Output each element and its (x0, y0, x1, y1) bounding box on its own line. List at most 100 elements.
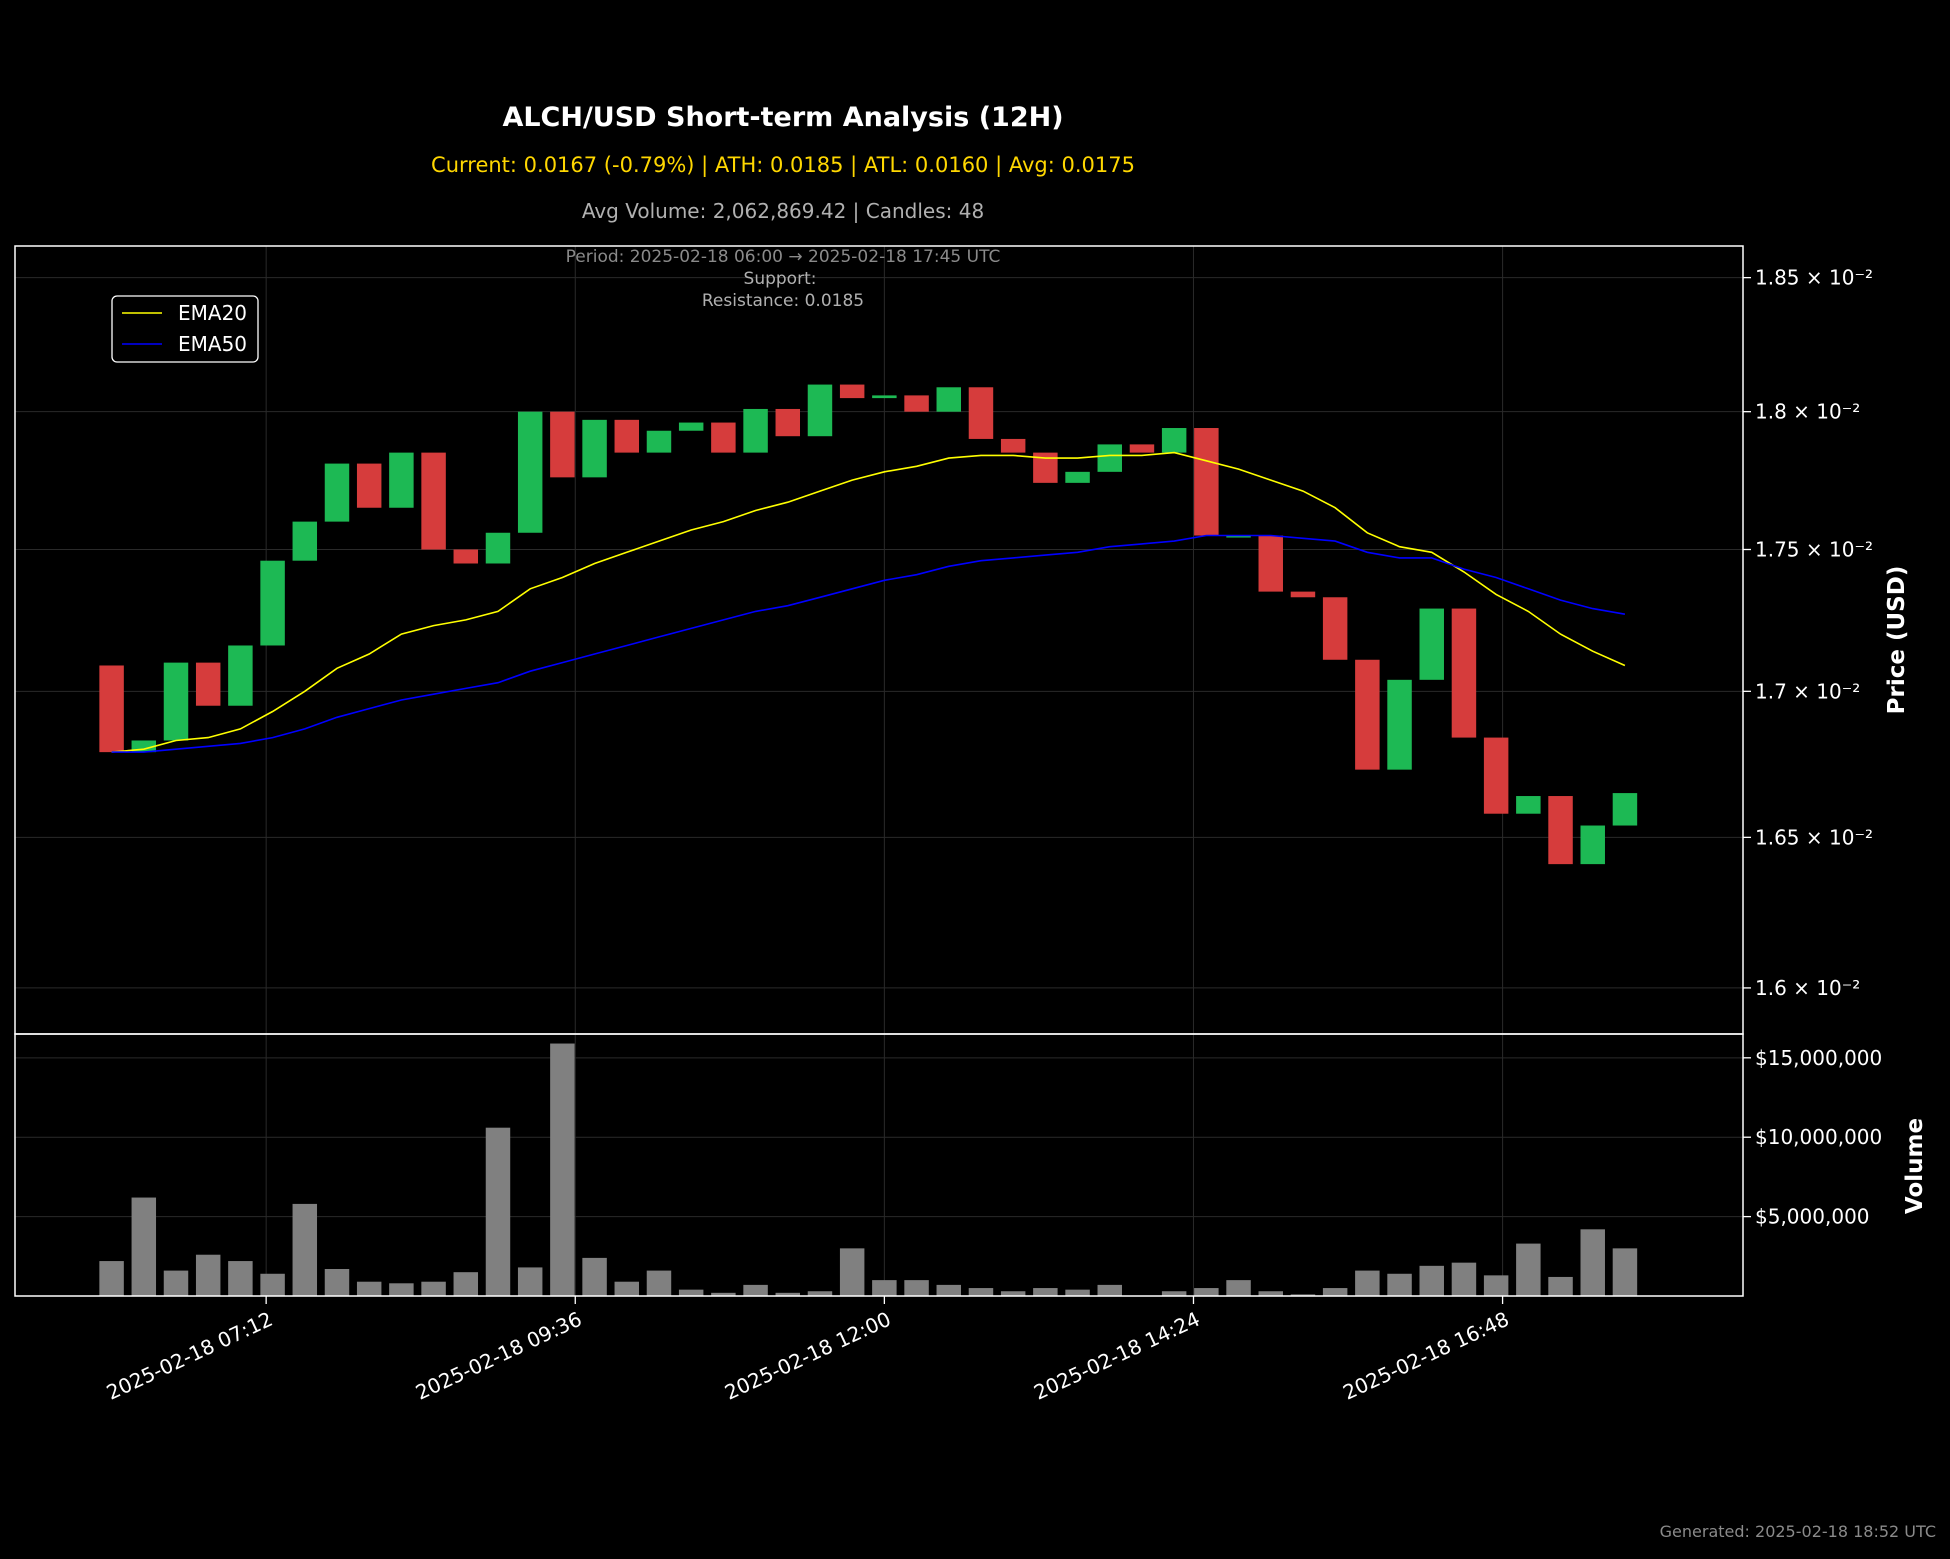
volume-bar-7 (324, 1269, 350, 1296)
volume-bar-41 (1419, 1265, 1444, 1296)
candle-24 (872, 395, 897, 399)
volume-bar-36 (1258, 1291, 1283, 1296)
volume-bar-1 (131, 1197, 157, 1296)
stats-line: Current: 0.0167 (-0.79%) | ATH: 0.0185 |… (431, 153, 1135, 178)
volume-ytick-label-2: $15,000,000 (1755, 1046, 1882, 1070)
support-annotation: Support: (744, 269, 817, 289)
volume-bar-43 (1483, 1275, 1509, 1296)
volume-bar-38 (1322, 1288, 1348, 1296)
candle-5 (260, 560, 285, 646)
volume-bar-20 (743, 1284, 768, 1296)
volume-summary-line: Avg Volume: 2,062,869.42 | Candles: 48 (582, 199, 984, 223)
candle-16 (614, 419, 640, 453)
candle-45 (1548, 796, 1573, 865)
candle-7 (324, 463, 350, 522)
chart-title: ALCH/USD Short-term Analysis (12H) (502, 102, 1063, 133)
price-axis-label: Price (USD) (1884, 566, 1910, 715)
candles (99, 384, 1638, 865)
volume-bar-12 (485, 1127, 511, 1296)
candle-1 (131, 740, 157, 753)
volume-bar-16 (614, 1281, 640, 1296)
volume-yticks: $5,000,000 $10,000,000 $15,000,000 (1743, 1046, 1882, 1229)
volume-panel-frame (14, 1033, 1744, 1297)
volume-bar-46 (1580, 1229, 1605, 1296)
volume-bars (99, 1043, 1638, 1296)
volume-bar-24 (872, 1280, 897, 1296)
candle-37 (1290, 591, 1316, 598)
legend-ema50-label: EMA50 (178, 332, 247, 356)
volume-bar-9 (389, 1283, 414, 1296)
volume-bar-27 (968, 1288, 994, 1296)
volume-bar-5 (260, 1273, 285, 1296)
volume-bar-35 (1226, 1280, 1251, 1296)
volume-bar-26 (936, 1284, 961, 1296)
volume-bar-15 (582, 1257, 607, 1296)
volume-bar-34 (1194, 1288, 1219, 1296)
volume-bar-21 (775, 1292, 801, 1296)
period-annotation: Period: 2025-02-18 06:00 → 2025-02-18 17… (566, 247, 1001, 267)
volume-bar-8 (356, 1281, 382, 1296)
ema50-line (111, 534, 1626, 753)
legend: EMA20 EMA50 (111, 295, 259, 363)
volume-ytick-label-1: $10,000,000 (1755, 1125, 1882, 1149)
price-ytick-label-5: 1.85 × 10⁻² (1755, 266, 1873, 290)
volume-bar-11 (453, 1272, 479, 1296)
candle-22 (807, 384, 833, 437)
volume-bar-22 (807, 1291, 833, 1296)
price-ytick-label-0: 1.6 × 10⁻² (1755, 976, 1860, 1000)
volume-bar-30 (1065, 1289, 1090, 1296)
volume-bar-10 (421, 1281, 446, 1296)
volume-bar-14 (550, 1043, 575, 1296)
candle-42 (1451, 608, 1477, 738)
candle-18 (678, 422, 704, 431)
volume-bar-23 (839, 1248, 865, 1296)
candle-20 (743, 408, 768, 453)
candle-2 (163, 662, 189, 741)
volume-bar-33 (1161, 1291, 1187, 1296)
volume-bar-42 (1451, 1262, 1477, 1296)
candle-3 (195, 662, 221, 706)
volume-bar-40 (1387, 1273, 1412, 1296)
candle-26 (936, 387, 961, 412)
candle-9 (389, 452, 414, 508)
price-ytick-label-3: 1.75 × 10⁻² (1755, 538, 1873, 562)
candle-28 (1000, 438, 1026, 453)
legend-ema20-label: EMA20 (178, 301, 247, 325)
ema20-line (111, 451, 1626, 753)
candle-39 (1355, 659, 1380, 770)
candle-23 (839, 384, 865, 399)
price-yticks: 1.6 × 10⁻² 1.65 × 10⁻² 1.7 × 10⁻² 1.75 × 10… (1743, 266, 1873, 1000)
candle-15 (582, 419, 607, 478)
volume-bar-28 (1000, 1291, 1026, 1296)
candle-44 (1516, 796, 1541, 814)
volume-bar-47 (1612, 1248, 1638, 1296)
candle-32 (1129, 444, 1155, 453)
volume-bar-4 (228, 1261, 253, 1296)
volume-bar-3 (195, 1254, 221, 1296)
candle-43 (1483, 737, 1509, 814)
candle-33 (1161, 428, 1187, 453)
candle-19 (711, 422, 736, 453)
candle-12 (485, 532, 511, 564)
volume-bar-39 (1355, 1270, 1380, 1296)
price-ytick-label-4: 1.8 × 10⁻² (1755, 400, 1860, 424)
volume-bar-29 (1033, 1288, 1058, 1296)
volume-bar-25 (904, 1280, 929, 1296)
candle-30 (1065, 471, 1090, 483)
volume-axis-label: Volume (1902, 1118, 1928, 1214)
candle-11 (453, 549, 479, 564)
volume-bar-17 (646, 1270, 672, 1296)
resistance-annotation: Resistance: 0.0185 (702, 291, 864, 311)
volume-bar-0 (99, 1261, 124, 1296)
volume-bar-2 (163, 1270, 189, 1296)
candle-10 (421, 452, 446, 550)
price-ytick-label-2: 1.7 × 10⁻² (1755, 679, 1860, 703)
candle-38 (1322, 597, 1348, 660)
candle-4 (228, 645, 253, 706)
candle-36 (1258, 535, 1283, 592)
candle-6 (292, 521, 318, 561)
candle-35 (1226, 535, 1251, 538)
